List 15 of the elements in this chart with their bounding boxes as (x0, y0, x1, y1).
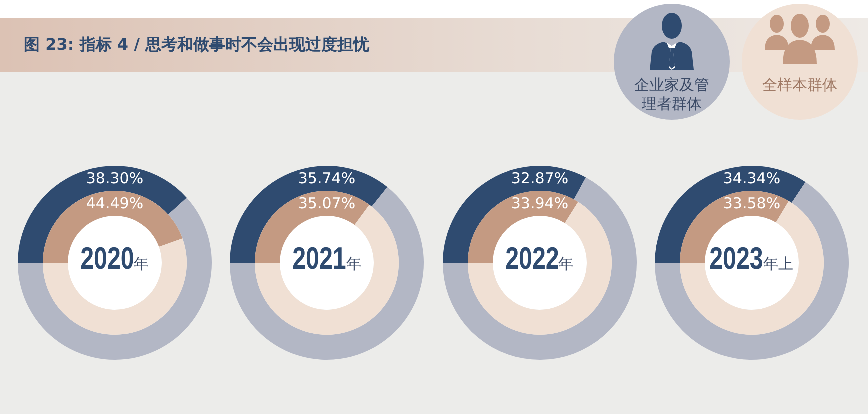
text: 2021年 (292, 241, 362, 277)
legend-label: 企业家及管理者群体 (634, 76, 710, 114)
data-label: 33.94% (510, 194, 568, 212)
data-label: 35.07% (298, 194, 356, 212)
data-label: 33.58% (723, 194, 780, 212)
data-label: 35.74% (298, 170, 356, 188)
data-label: 38.30% (86, 170, 144, 188)
text: 2022年 (505, 241, 574, 277)
text: 2020年 (80, 241, 149, 277)
data-label: 34.34% (723, 170, 780, 188)
data-label: 44.49% (86, 194, 144, 212)
legend-label: 全样本群体 (762, 76, 838, 95)
text: 2023年上 (710, 241, 794, 277)
chart-title: 图 23: 指标 4 / 思考和做事时不会出现过度担忧 (24, 34, 370, 56)
data-label: 32.87% (510, 170, 568, 188)
